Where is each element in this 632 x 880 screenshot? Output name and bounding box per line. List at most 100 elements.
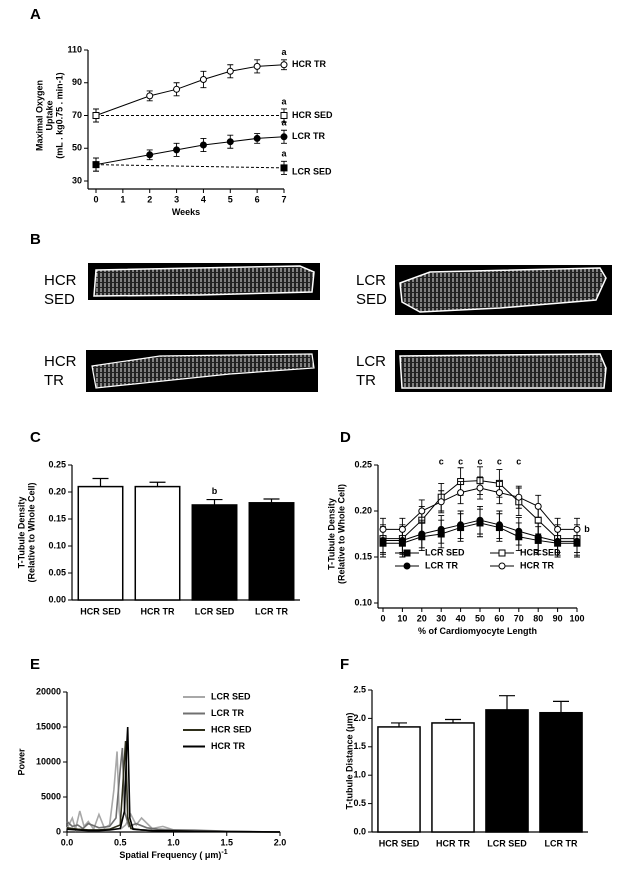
marker	[457, 489, 465, 497]
y-axis-label: T-tubule Distance (μm)	[344, 712, 354, 809]
annotation: c	[516, 457, 521, 467]
annotation: c	[458, 457, 463, 467]
x-tick-label: 1.5	[220, 837, 233, 847]
x-tick-label: 40	[456, 613, 466, 623]
error-bar	[263, 498, 280, 503]
marker	[403, 549, 411, 557]
series-label: HCR SED	[292, 110, 333, 120]
cell	[91, 353, 315, 389]
y-axis-label: (Relative to Whole Cell)	[336, 484, 346, 584]
legend-label: HCR TR	[520, 560, 554, 570]
x-tick-label: 50	[475, 613, 485, 623]
y-axis-label: (Relative to Whole Cell)	[26, 482, 36, 582]
x-tick-label: 2.0	[274, 837, 287, 847]
legend-label: HCR SED	[520, 547, 561, 557]
marker	[476, 516, 484, 524]
error-bar	[553, 700, 569, 713]
marker	[498, 549, 506, 557]
panel-b: B HCR SED LCR SED HCR TR LCR TR	[30, 231, 612, 392]
marker	[92, 161, 100, 169]
annotation: c	[477, 457, 482, 467]
x-tick-label: LCR SED	[195, 606, 235, 616]
y-tick-label: 2.5	[353, 684, 366, 694]
annotation: a	[281, 149, 287, 159]
legend-label: LCR SED	[211, 691, 251, 701]
marker	[199, 141, 207, 149]
y-tick-label: 0.25	[48, 459, 66, 469]
panel-letter: C	[30, 429, 41, 446]
x-tick-label: 0.0	[61, 837, 74, 847]
x-tick-label: LCR SED	[487, 838, 527, 848]
x-tick-label: 100	[569, 613, 584, 623]
y-tick-label: 1.5	[353, 741, 366, 751]
y-tick-label: 30	[72, 175, 82, 185]
y-axis-label: Uptake	[44, 100, 54, 130]
error-bar	[92, 477, 109, 487]
annotation: c	[439, 457, 444, 467]
image-label: HCR	[44, 353, 77, 370]
bar	[77, 485, 124, 601]
x-tick-label: 1	[120, 194, 125, 204]
x-tick-label: 3	[174, 194, 179, 204]
marker	[92, 112, 100, 119]
x-axis-label-sup: -1	[221, 849, 227, 856]
series-label: HCR TR	[292, 59, 326, 69]
panel-letter: B	[30, 231, 41, 248]
marker	[398, 525, 406, 533]
marker	[437, 525, 445, 533]
y-tick-label: 0	[56, 826, 61, 836]
y-tick-label: 10000	[36, 756, 61, 766]
x-tick-label: 90	[553, 613, 563, 623]
y-tick-label: 2.0	[353, 713, 366, 723]
marker	[253, 134, 261, 142]
marker	[457, 521, 465, 529]
error-bar	[391, 722, 407, 727]
panel-letter: D	[340, 429, 351, 446]
y-axis-label: Power	[16, 748, 26, 776]
image-label: HCR	[44, 272, 77, 289]
marker	[280, 61, 288, 69]
cell	[399, 267, 607, 313]
marker	[498, 562, 506, 570]
bar	[377, 726, 421, 833]
x-axis-label: Spatial Frequency ( μm)-1	[119, 849, 227, 861]
error-bar	[445, 718, 461, 723]
annotation: a	[281, 96, 287, 106]
x-tick-label: HCR SED	[80, 606, 121, 616]
y-tick-label: 5000	[41, 791, 61, 801]
x-tick-label: 0	[93, 194, 98, 204]
y-tick-label: 70	[72, 110, 82, 120]
legend-label: HCR TR	[211, 741, 245, 751]
series-line	[66, 751, 281, 833]
legend-label: LCR TR	[425, 560, 458, 570]
y-axis-label: T-Tubule Density	[326, 498, 336, 570]
marker	[173, 85, 181, 93]
x-axis-label-text: Weeks	[172, 207, 200, 217]
x-tick-label: 60	[494, 613, 504, 623]
bar	[248, 502, 295, 601]
panel-letter: E	[30, 656, 40, 673]
annotation: b	[212, 486, 218, 496]
marker	[437, 498, 445, 506]
y-tick-label: 0.15	[48, 513, 66, 523]
panel: C 0.00 0.05 0.10 0.15 0.20 0.25 T-Tubule Densit…	[16, 429, 300, 616]
y-tick-label: 0.15	[354, 551, 372, 561]
legend-label: HCR SED	[211, 724, 252, 734]
cell	[399, 353, 607, 389]
y-tick-label: 1.0	[353, 770, 366, 780]
error-bar	[206, 498, 223, 505]
y-axis-label: (mL . kg0.75 . min-1)	[54, 72, 64, 158]
image-label: TR	[356, 372, 376, 389]
bar	[431, 722, 475, 833]
marker	[226, 138, 234, 146]
x-tick-label: 4	[201, 194, 206, 204]
x-tick-label: 30	[436, 613, 446, 623]
panel: D 0.10 0.15 0.20 0.25 0 10 20 30 40 50 60 70 80 90 100 T…	[326, 429, 590, 636]
panel: E 0 5000 10000 15000 20000 0.0 0.5 1.0 1.5 2.0 Powe…	[16, 656, 286, 860]
x-tick-label: 10	[397, 613, 407, 623]
y-tick-label: 20000	[36, 686, 61, 696]
series-label: LCR TR	[292, 131, 325, 141]
x-tick-label: 20	[417, 613, 427, 623]
y-tick-label: 15000	[36, 721, 61, 731]
